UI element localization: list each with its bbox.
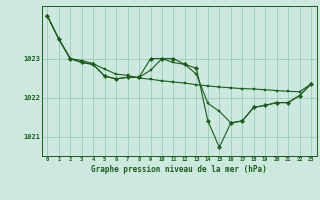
- X-axis label: Graphe pression niveau de la mer (hPa): Graphe pression niveau de la mer (hPa): [91, 165, 267, 174]
